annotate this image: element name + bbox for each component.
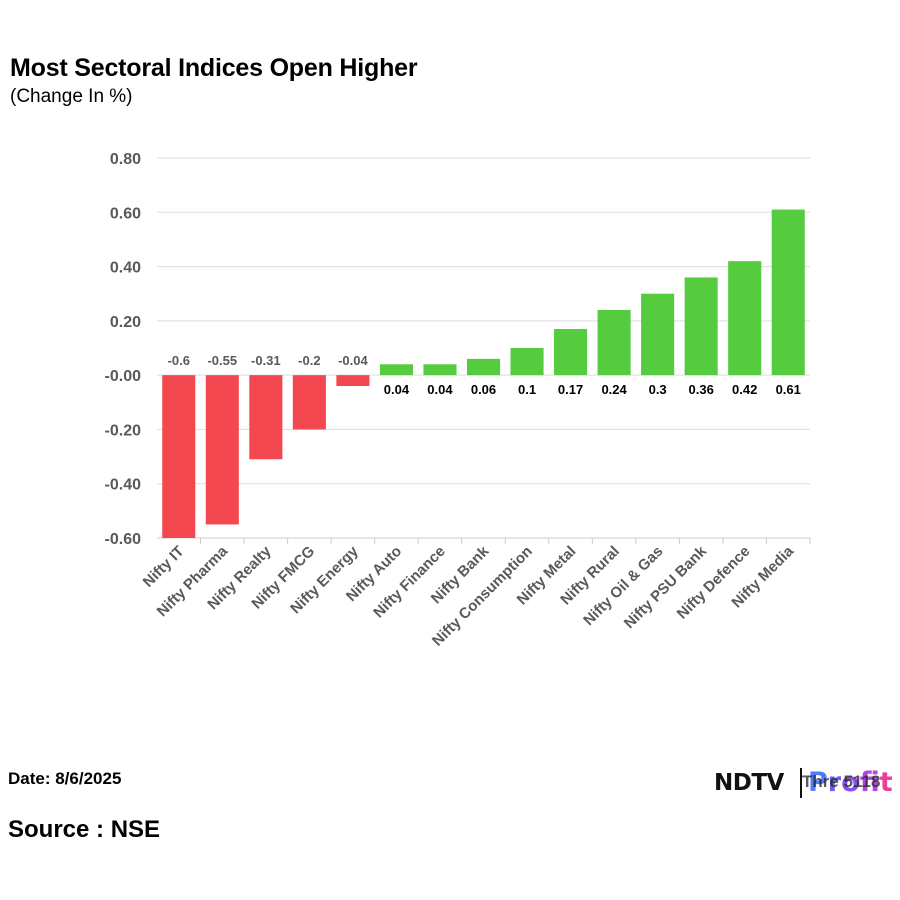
- logo-overlay-text: Thre 5118: [802, 772, 881, 791]
- bar: [249, 375, 283, 460]
- bar: [771, 209, 805, 376]
- data-label: 0.06: [471, 382, 496, 397]
- bar: [466, 358, 501, 376]
- data-label: 0.3: [649, 382, 667, 397]
- data-label: 0.61: [776, 382, 801, 397]
- y-tick-label: 0.60: [110, 205, 141, 222]
- data-label: 0.17: [558, 382, 583, 397]
- bar: [597, 310, 631, 376]
- bar: [162, 375, 196, 538]
- y-tick-label: 0.80: [110, 151, 141, 168]
- data-label: -0.2: [298, 353, 320, 368]
- bar: [684, 277, 718, 376]
- y-tick-label: 0.40: [110, 260, 141, 277]
- data-label: -0.55: [207, 353, 237, 368]
- y-tick-label: 0.20: [110, 314, 141, 331]
- data-label: 0.24: [601, 382, 627, 397]
- bar: [728, 261, 762, 376]
- data-label: 0.04: [427, 382, 453, 397]
- bar: [336, 375, 370, 386]
- bar: [423, 364, 457, 376]
- y-tick-label: -0.60: [105, 531, 142, 548]
- date-label: Date: 8/6/2025: [8, 769, 122, 788]
- bar: [554, 329, 588, 376]
- data-label: 0.1: [518, 382, 536, 397]
- bar: [379, 364, 413, 376]
- bar: [641, 293, 675, 376]
- y-tick-label: -0.40: [105, 477, 142, 494]
- chart-subtitle: (Change In %): [10, 86, 133, 107]
- bar: [292, 375, 326, 430]
- y-tick-label: -0.00: [105, 368, 142, 385]
- logo-ndtv-text: NDTV: [714, 770, 784, 796]
- data-label: -0.6: [168, 353, 190, 368]
- ndtv-profit-logo: NDTV Profit Thre 5118: [714, 766, 894, 800]
- y-tick-label: -0.20: [105, 422, 142, 439]
- data-label: 0.42: [732, 382, 757, 397]
- logo-profit-text: Profit: [808, 767, 893, 798]
- chart-title: Most Sectoral Indices Open Higher: [10, 54, 418, 82]
- bar: [510, 348, 544, 376]
- data-label: -0.04: [338, 353, 368, 368]
- data-label: 0.36: [689, 382, 714, 397]
- source-label: Source : NSE: [8, 816, 161, 843]
- data-label: 0.04: [384, 382, 410, 397]
- bar: [205, 375, 239, 525]
- data-label: -0.31: [251, 353, 281, 368]
- logo-divider: [800, 768, 802, 798]
